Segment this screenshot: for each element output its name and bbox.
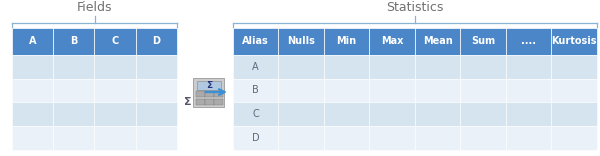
Bar <box>214 99 223 105</box>
Bar <box>214 91 223 97</box>
Bar <box>136 28 177 55</box>
Bar <box>12 79 53 102</box>
Bar <box>415 55 460 79</box>
Bar <box>324 28 370 55</box>
Text: D: D <box>152 37 160 46</box>
Bar <box>415 79 460 102</box>
Text: C: C <box>252 109 259 119</box>
Text: B: B <box>252 85 259 95</box>
Bar <box>94 102 136 126</box>
Bar <box>12 126 53 150</box>
Text: D: D <box>252 133 259 143</box>
Bar <box>460 55 506 79</box>
Bar <box>196 99 205 105</box>
Text: Σ: Σ <box>184 97 191 107</box>
Bar <box>197 81 221 90</box>
Bar <box>460 126 506 150</box>
Bar <box>136 102 177 126</box>
Bar <box>370 28 415 55</box>
Text: Min: Min <box>337 37 356 46</box>
Text: A: A <box>29 37 37 46</box>
Bar <box>324 102 370 126</box>
Bar <box>370 55 415 79</box>
Text: Fields: Fields <box>77 1 112 14</box>
Bar <box>94 28 136 55</box>
Bar <box>506 102 551 126</box>
Bar <box>506 55 551 79</box>
Bar <box>278 126 324 150</box>
Bar <box>278 28 324 55</box>
Bar <box>94 126 136 150</box>
Bar <box>551 79 597 102</box>
Bar <box>324 126 370 150</box>
Bar <box>278 79 324 102</box>
Bar <box>324 55 370 79</box>
Bar <box>233 102 278 126</box>
Bar <box>136 126 177 150</box>
Bar <box>415 102 460 126</box>
Bar <box>205 91 214 97</box>
Bar <box>278 55 324 79</box>
Text: Alias: Alias <box>242 37 269 46</box>
Bar <box>278 102 324 126</box>
Bar <box>12 55 53 79</box>
Bar <box>415 126 460 150</box>
Bar <box>370 102 415 126</box>
Text: A: A <box>252 62 259 72</box>
Text: Statistics: Statistics <box>386 1 443 14</box>
Text: B: B <box>70 37 77 46</box>
Text: Kurtosis: Kurtosis <box>551 37 597 46</box>
Bar <box>324 79 370 102</box>
Text: Mean: Mean <box>423 37 452 46</box>
Bar <box>233 79 278 102</box>
Text: Sum: Sum <box>471 37 495 46</box>
Bar <box>233 28 278 55</box>
Text: C: C <box>112 37 119 46</box>
Bar <box>551 102 597 126</box>
Bar <box>460 102 506 126</box>
Bar <box>193 78 224 107</box>
Text: Nulls: Nulls <box>287 37 315 46</box>
Text: Σ: Σ <box>206 81 212 90</box>
Bar <box>53 55 94 79</box>
Bar <box>460 28 506 55</box>
Bar <box>196 91 205 97</box>
Text: ....: .... <box>521 37 536 46</box>
Bar <box>53 102 94 126</box>
Bar <box>53 79 94 102</box>
Bar <box>233 55 278 79</box>
Bar <box>53 126 94 150</box>
Bar <box>94 55 136 79</box>
Bar <box>94 79 136 102</box>
Bar <box>551 55 597 79</box>
Bar <box>506 79 551 102</box>
Bar <box>460 79 506 102</box>
Bar <box>370 126 415 150</box>
Bar <box>12 102 53 126</box>
Bar <box>551 28 597 55</box>
Bar <box>205 99 214 105</box>
Bar <box>506 28 551 55</box>
Bar <box>233 126 278 150</box>
Bar <box>506 126 551 150</box>
Bar <box>551 126 597 150</box>
Bar <box>136 79 177 102</box>
Bar <box>415 28 460 55</box>
Bar <box>136 55 177 79</box>
Bar <box>370 79 415 102</box>
Text: Max: Max <box>381 37 403 46</box>
Bar <box>53 28 94 55</box>
Bar <box>12 28 53 55</box>
